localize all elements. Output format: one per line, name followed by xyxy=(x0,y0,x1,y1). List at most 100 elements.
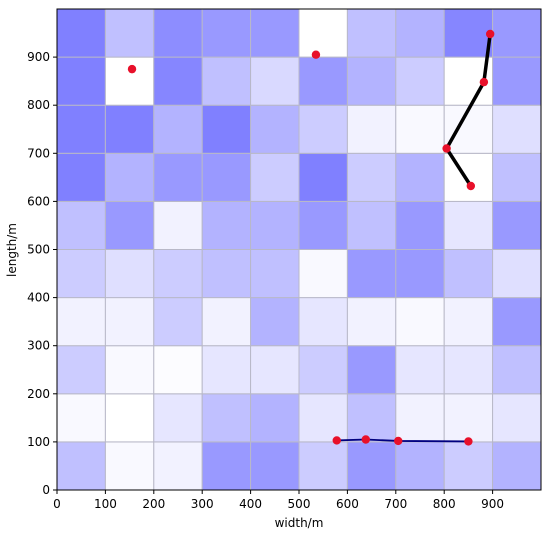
y-tick-label: 0 xyxy=(42,483,50,497)
cells xyxy=(56,8,542,491)
heat-cell xyxy=(346,441,397,491)
heat-cell xyxy=(298,345,348,395)
heat-cell xyxy=(56,200,106,250)
heat-cell xyxy=(346,152,397,202)
marks xyxy=(127,29,495,446)
heat-cell xyxy=(153,297,203,347)
heat-cell xyxy=(56,8,106,58)
heat-cell xyxy=(56,56,106,106)
path-point xyxy=(485,29,495,39)
x-tick-label: 300 xyxy=(191,497,214,511)
heat-cell xyxy=(201,345,252,395)
heat-cell xyxy=(56,104,106,154)
heat-cell xyxy=(250,393,300,443)
x-tick-label: 800 xyxy=(433,497,456,511)
heat-cell xyxy=(346,345,397,395)
heat-cell xyxy=(492,104,542,154)
heat-cell xyxy=(395,200,445,250)
heat-cell xyxy=(346,8,397,58)
heat-cell xyxy=(492,441,542,491)
heat-cell xyxy=(153,152,203,202)
heat-cell xyxy=(201,249,252,299)
heat-cell xyxy=(443,8,494,58)
heat-cell xyxy=(298,56,348,106)
heat-cell xyxy=(153,56,203,106)
heat-cell xyxy=(492,200,542,250)
heat-cell xyxy=(443,441,494,491)
y-tick-label: 300 xyxy=(27,339,50,353)
heat-cell xyxy=(443,393,494,443)
heat-cell xyxy=(395,297,445,347)
heat-cell xyxy=(56,152,106,202)
heat-cell xyxy=(492,249,542,299)
heat-cell xyxy=(104,249,155,299)
heat-cell xyxy=(201,297,252,347)
path-point xyxy=(332,436,341,445)
heat-cell xyxy=(443,249,494,299)
y-tick-label: 600 xyxy=(27,194,50,208)
heat-cell xyxy=(346,104,397,154)
heat-cell xyxy=(395,441,445,491)
heat-cell xyxy=(250,152,300,202)
x-tick-label: 100 xyxy=(94,497,117,511)
heat-cell xyxy=(346,393,397,443)
y-tick-label: 200 xyxy=(27,387,50,401)
heat-cell xyxy=(395,8,445,58)
x-tick-label: 600 xyxy=(336,497,359,511)
heat-cell xyxy=(492,393,542,443)
heat-cell xyxy=(153,249,203,299)
heat-cell xyxy=(395,345,445,395)
heat-cell xyxy=(201,152,252,202)
heat-cell xyxy=(250,200,300,250)
heat-cell xyxy=(153,345,203,395)
heat-cell xyxy=(153,441,203,491)
heat-cell xyxy=(250,249,300,299)
heat-cell xyxy=(104,441,155,491)
path-line xyxy=(335,438,470,443)
heat-cell xyxy=(443,152,494,202)
heat-cell xyxy=(443,345,494,395)
heat-cell xyxy=(298,200,348,250)
path-point xyxy=(361,435,370,444)
path-point xyxy=(394,436,403,446)
heat-cell xyxy=(201,104,252,154)
heat-cell xyxy=(492,56,542,106)
heat-cell xyxy=(201,393,252,443)
heat-cell xyxy=(56,249,106,299)
heat-cell xyxy=(104,56,155,106)
heat-cell xyxy=(298,297,348,347)
y-tick-label: 700 xyxy=(27,146,50,160)
x-tick-label: 900 xyxy=(481,497,504,511)
heat-cell xyxy=(250,297,300,347)
path-point xyxy=(442,144,451,153)
heat-cell xyxy=(250,56,300,106)
heat-cell xyxy=(443,297,494,347)
heat-cell xyxy=(395,393,445,443)
point xyxy=(311,50,321,59)
heat-cell xyxy=(201,56,252,106)
x-tick-label: 200 xyxy=(142,497,165,511)
y-tick-label: 800 xyxy=(27,98,50,112)
heat-cell xyxy=(346,297,397,347)
heat-cell xyxy=(104,393,155,443)
heat-cell xyxy=(56,297,106,347)
heat-cell xyxy=(250,104,300,154)
heat-cell xyxy=(395,249,445,299)
heat-cell xyxy=(104,345,155,395)
x-tick-label: 500 xyxy=(288,497,311,511)
heat-cell xyxy=(492,297,542,347)
heat-cell xyxy=(201,200,252,250)
x-tick-label: 0 xyxy=(53,497,61,511)
y-tick-label: 400 xyxy=(27,291,50,305)
heat-cell xyxy=(104,200,155,250)
heat-cell xyxy=(201,8,252,58)
heat-cell xyxy=(153,8,203,58)
heat-cell xyxy=(298,249,348,299)
heat-cell xyxy=(298,441,348,491)
heat-cell xyxy=(443,200,494,250)
heat-cell xyxy=(56,441,106,491)
heat-cell xyxy=(298,152,348,202)
heat-cell xyxy=(104,8,155,58)
path-point xyxy=(464,437,473,446)
